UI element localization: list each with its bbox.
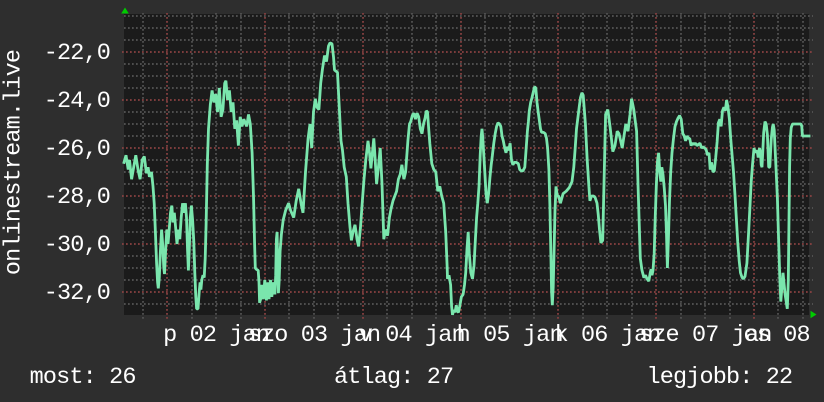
svg-text:cs 08 jan: cs 08 jan bbox=[744, 322, 824, 349]
svg-text:k 06 jan: k 06 jan bbox=[554, 322, 660, 349]
svg-text:-32,0: -32,0 bbox=[44, 280, 110, 307]
svg-text:-22,0: -22,0 bbox=[44, 40, 110, 67]
svg-text:h 05 jan: h 05 jan bbox=[457, 322, 563, 349]
svg-text:átlag: 27: átlag: 27 bbox=[334, 364, 453, 391]
svg-text:v 04 jan: v 04 jan bbox=[359, 322, 465, 349]
svg-text:-28,0: -28,0 bbox=[44, 184, 110, 211]
svg-text:-30,0: -30,0 bbox=[44, 232, 110, 259]
svg-text:most: 26: most: 26 bbox=[30, 364, 136, 391]
svg-text:legjobb: 22: legjobb: 22 bbox=[647, 364, 793, 391]
svg-text:p 02 jan: p 02 jan bbox=[163, 322, 269, 349]
svg-text:sze 07 jan: sze 07 jan bbox=[639, 322, 772, 349]
svg-text:szo 03 jan: szo 03 jan bbox=[248, 322, 381, 349]
svg-text:-24,0: -24,0 bbox=[44, 88, 110, 115]
svg-text:-26,0: -26,0 bbox=[44, 136, 110, 163]
svg-text:onlinestream.live: onlinestream.live bbox=[1, 50, 28, 275]
